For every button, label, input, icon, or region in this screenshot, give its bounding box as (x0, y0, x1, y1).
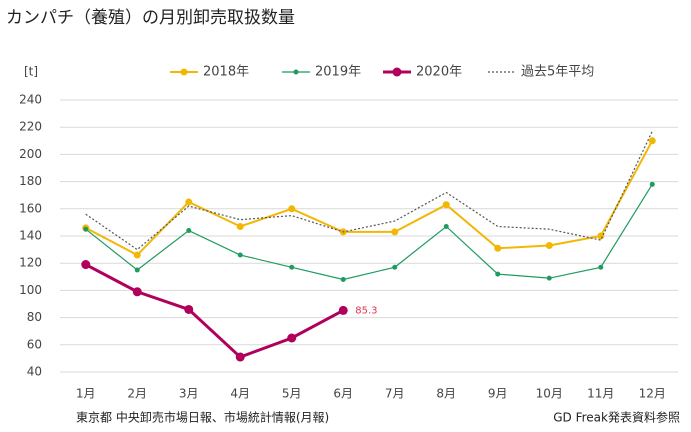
x-tick-label: 5月 (282, 387, 302, 401)
x-tick-label: 6月 (333, 387, 353, 401)
y-tick-label: 100 (19, 283, 42, 297)
legend-marker (180, 68, 188, 76)
series-line (85, 184, 653, 281)
data-point (133, 251, 141, 259)
data-point (598, 264, 604, 270)
y-tick-label: 240 (19, 93, 42, 107)
data-point (288, 205, 296, 213)
x-tick-label: 8月 (436, 387, 456, 401)
x-tick-label: 3月 (179, 387, 199, 401)
data-point (134, 267, 140, 273)
chart-title: カンパチ（養殖）の月別卸売取扱数量 (6, 8, 295, 28)
data-point (545, 242, 553, 250)
y-tick-label: 80 (27, 310, 42, 324)
x-tick-label: 11月 (587, 387, 614, 401)
data-label: 85.3 (355, 305, 377, 316)
data-point (83, 226, 89, 232)
data-point (289, 264, 295, 270)
data-point (546, 275, 552, 281)
y-tick-label: 160 (19, 201, 42, 215)
y-axis-label: [t] (24, 65, 38, 79)
legend-label: 2018年 (203, 65, 249, 80)
y-tick-label: 140 (19, 229, 42, 243)
data-point (186, 228, 192, 234)
y-tick-label: 40 (27, 365, 42, 379)
series-line (85, 263, 344, 359)
data-point (237, 252, 243, 258)
y-tick-label: 200 (19, 147, 42, 161)
data-point (649, 181, 655, 187)
legend-label: 2020年 (416, 65, 462, 80)
x-tick-label: 1月 (76, 387, 96, 401)
data-point (236, 222, 244, 230)
data-point (495, 271, 501, 277)
data-point (340, 277, 346, 283)
data-point (81, 260, 91, 270)
data-point (287, 333, 297, 343)
data-point (132, 287, 142, 297)
data-point (443, 223, 449, 229)
source-right: GD Freak発表資料参照 (553, 410, 680, 425)
data-point (392, 264, 398, 270)
x-tick-label: 2月 (127, 387, 147, 401)
data-point (391, 228, 399, 236)
data-point (442, 201, 450, 209)
y-tick-label: 120 (19, 256, 42, 270)
x-tick-label: 12月 (639, 387, 666, 401)
data-point (235, 352, 245, 362)
data-point (648, 137, 656, 145)
x-tick-label: 9月 (488, 387, 508, 401)
legend-marker (392, 67, 402, 77)
legend-label: 2019年 (315, 65, 361, 80)
x-tick-label: 7月 (385, 387, 405, 401)
data-point (494, 244, 502, 252)
source-left: 東京都 中央卸売市場日報、市場統計情報(月報) (76, 410, 329, 425)
y-tick-label: 220 (19, 120, 42, 134)
series-line (85, 140, 654, 257)
y-tick-label: 180 (19, 174, 42, 188)
data-point (185, 198, 193, 206)
x-tick-label: 4月 (230, 387, 250, 401)
legend-label: 過去5年平均 (521, 65, 594, 80)
x-tick-label: 10月 (536, 387, 563, 401)
y-tick-label: 60 (27, 337, 42, 351)
data-point (338, 305, 348, 315)
data-point (184, 304, 194, 314)
legend-marker (293, 69, 299, 75)
